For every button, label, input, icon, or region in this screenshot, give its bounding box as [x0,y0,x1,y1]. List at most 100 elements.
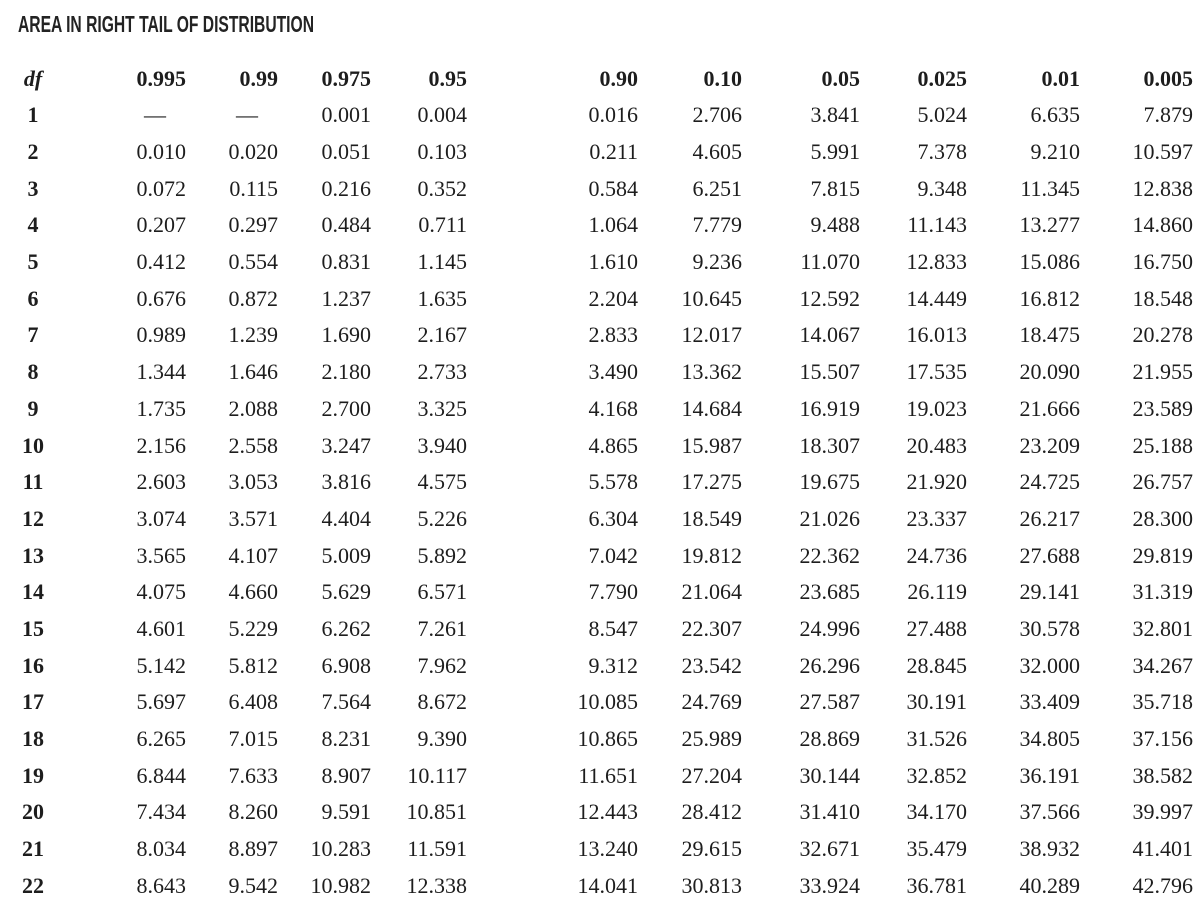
table-row: 15 4.601 5.229 6.262 7.261 8.547 22.307 24.996 2… [18,611,1193,648]
df-cell: 13 [22,542,44,568]
no-value-dash: — [144,102,166,128]
critical-value-cell: 6.635 [1030,102,1081,128]
critical-value-cell: 40.289 [1019,872,1081,898]
critical-value-cell: 0.412 [136,249,187,275]
critical-value-cell: 0.020 [228,139,279,165]
critical-value-cell: 14.449 [906,285,968,311]
critical-value-cell: 13.277 [1019,212,1081,238]
critical-value-cell: 19.812 [681,542,743,568]
df-cell: 16 [22,652,44,678]
critical-value-cell: 33.924 [799,872,861,898]
critical-value-cell: 10.283 [310,836,372,862]
critical-value-cell: 20.090 [1019,359,1081,385]
df-cell: 4 [27,212,39,238]
critical-value-cell: 28.412 [681,799,743,825]
critical-value-cell: 0.554 [228,249,279,275]
critical-value-cell: 9.348 [917,175,968,201]
table-row: 2 0.010 0.020 0.051 0.103 0.211 4.605 5.991 7.37… [18,134,1194,171]
critical-value-cell: 5.892 [417,542,468,568]
critical-value-cell: 15.507 [799,359,861,385]
critical-value-cell: 38.932 [1019,836,1081,862]
table-row: 19 6.844 7.633 8.907 10.117 11.651 27.204 30.14… [18,757,1193,794]
critical-value-cell: 3.841 [810,102,861,128]
critical-value-cell: 1.646 [228,359,279,385]
table-row: 14 4.075 4.660 5.629 6.571 7.790 21.064 23.685 2… [18,574,1193,611]
tail-area-column-header: 0.05 [821,65,861,91]
df-cell: 6 [27,285,39,311]
critical-value-cell: 0.831 [321,249,372,275]
tail-area-column-header: 0.90 [599,65,639,91]
header-row: df 0.995 0.99 0.975 0.95 0.90 0.10 0.05 0.025 0.… [18,60,1193,97]
critical-value-cell: 0.207 [136,212,187,238]
critical-value-cell: 33.409 [1019,689,1081,715]
critical-value-cell: 6.408 [228,689,279,715]
critical-value-cell: 0.211 [589,139,638,165]
critical-value-cell: 7.015 [228,726,279,752]
tail-area-column-header: 0.01 [1041,65,1081,91]
df-cell: 15 [22,615,44,641]
critical-value-cell: 8.643 [136,872,187,898]
critical-value-cell: 19.023 [906,395,968,421]
critical-value-cell: 4.107 [228,542,279,568]
critical-value-cell: 3.053 [228,469,279,495]
tail-area-column-header: 0.995 [136,65,187,91]
critical-value-cell: 12.443 [577,799,639,825]
critical-value-cell: 35.718 [1132,689,1194,715]
critical-value-cell: 38.582 [1132,762,1194,788]
tail-area-column-header: 0.975 [321,65,372,91]
critical-value-cell: 21.026 [799,505,861,531]
critical-value-cell: 7.633 [228,762,279,788]
critical-value-cell: 11.143 [907,212,967,238]
critical-value-cell: 22.362 [799,542,861,568]
critical-value-cell: 28.300 [1132,505,1194,531]
critical-value-cell: 32.801 [1132,615,1194,641]
critical-value-cell: 30.578 [1019,615,1081,641]
table-row: 22 8.643 9.542 10.982 12.338 14.041 30.813 33.9… [18,867,1193,904]
table-row: 13 3.565 4.107 5.009 5.892 7.042 19.812 22.362 2… [18,537,1193,574]
df-column-header: df [23,65,43,91]
critical-value-cell: 5.142 [136,652,187,678]
critical-value-cell: 0.216 [321,175,372,201]
critical-value-cell: 24.996 [799,615,861,641]
critical-value-cell: 10.982 [310,872,372,898]
critical-value-cell: 7.962 [417,652,468,678]
critical-value-cell: 34.805 [1019,726,1081,752]
critical-value-cell: 7.879 [1143,102,1194,128]
critical-value-cell: 6.265 [136,726,187,752]
critical-value-cell: 8.231 [321,726,372,752]
critical-value-cell: 25.989 [681,726,743,752]
critical-value-cell: 5.024 [917,102,968,128]
df-cell: 14 [22,579,44,605]
critical-value-cell: 8.034 [136,836,187,862]
critical-value-cell: 3.816 [321,469,372,495]
table-row: 18 6.265 7.015 8.231 9.390 10.865 25.989 28.869… [18,721,1193,758]
critical-value-cell: 32.852 [906,762,968,788]
tail-area-column-header: 0.10 [703,65,743,91]
critical-value-cell: 32.000 [1019,652,1081,678]
critical-value-cell: 20.483 [906,432,968,458]
table-row: 12 3.074 3.571 4.404 5.226 6.304 18.549 21.026 2… [18,501,1193,538]
critical-value-cell: 4.575 [417,469,468,495]
critical-value-cell: 9.390 [417,726,468,752]
critical-value-cell: 21.955 [1132,359,1194,385]
critical-value-cell: 9.542 [228,872,279,898]
critical-value-cell: 18.475 [1019,322,1081,348]
critical-value-cell: 7.815 [810,175,861,201]
critical-value-cell: 4.075 [136,579,187,605]
critical-value-cell: 1.064 [588,212,639,238]
df-cell: 3 [27,175,39,201]
critical-value-cell: 6.844 [136,762,187,788]
df-cell: 8 [27,359,39,385]
critical-value-cell: 17.275 [681,469,743,495]
critical-value-cell: 16.919 [799,395,861,421]
critical-value-cell: 7.564 [321,689,372,715]
critical-value-cell: 5.629 [321,579,372,605]
critical-value-cell: 1.610 [588,249,639,275]
critical-value-cell: 31.319 [1132,579,1194,605]
critical-value-cell: 3.940 [417,432,468,458]
table-row: 9 1.735 2.088 2.700 3.325 4.168 14.684 16.919 19… [18,391,1194,428]
critical-value-cell: 12.838 [1132,175,1194,201]
critical-value-cell: 27.204 [681,762,743,788]
critical-value-cell: 13.362 [681,359,743,385]
critical-value-cell: 0.352 [417,175,468,201]
